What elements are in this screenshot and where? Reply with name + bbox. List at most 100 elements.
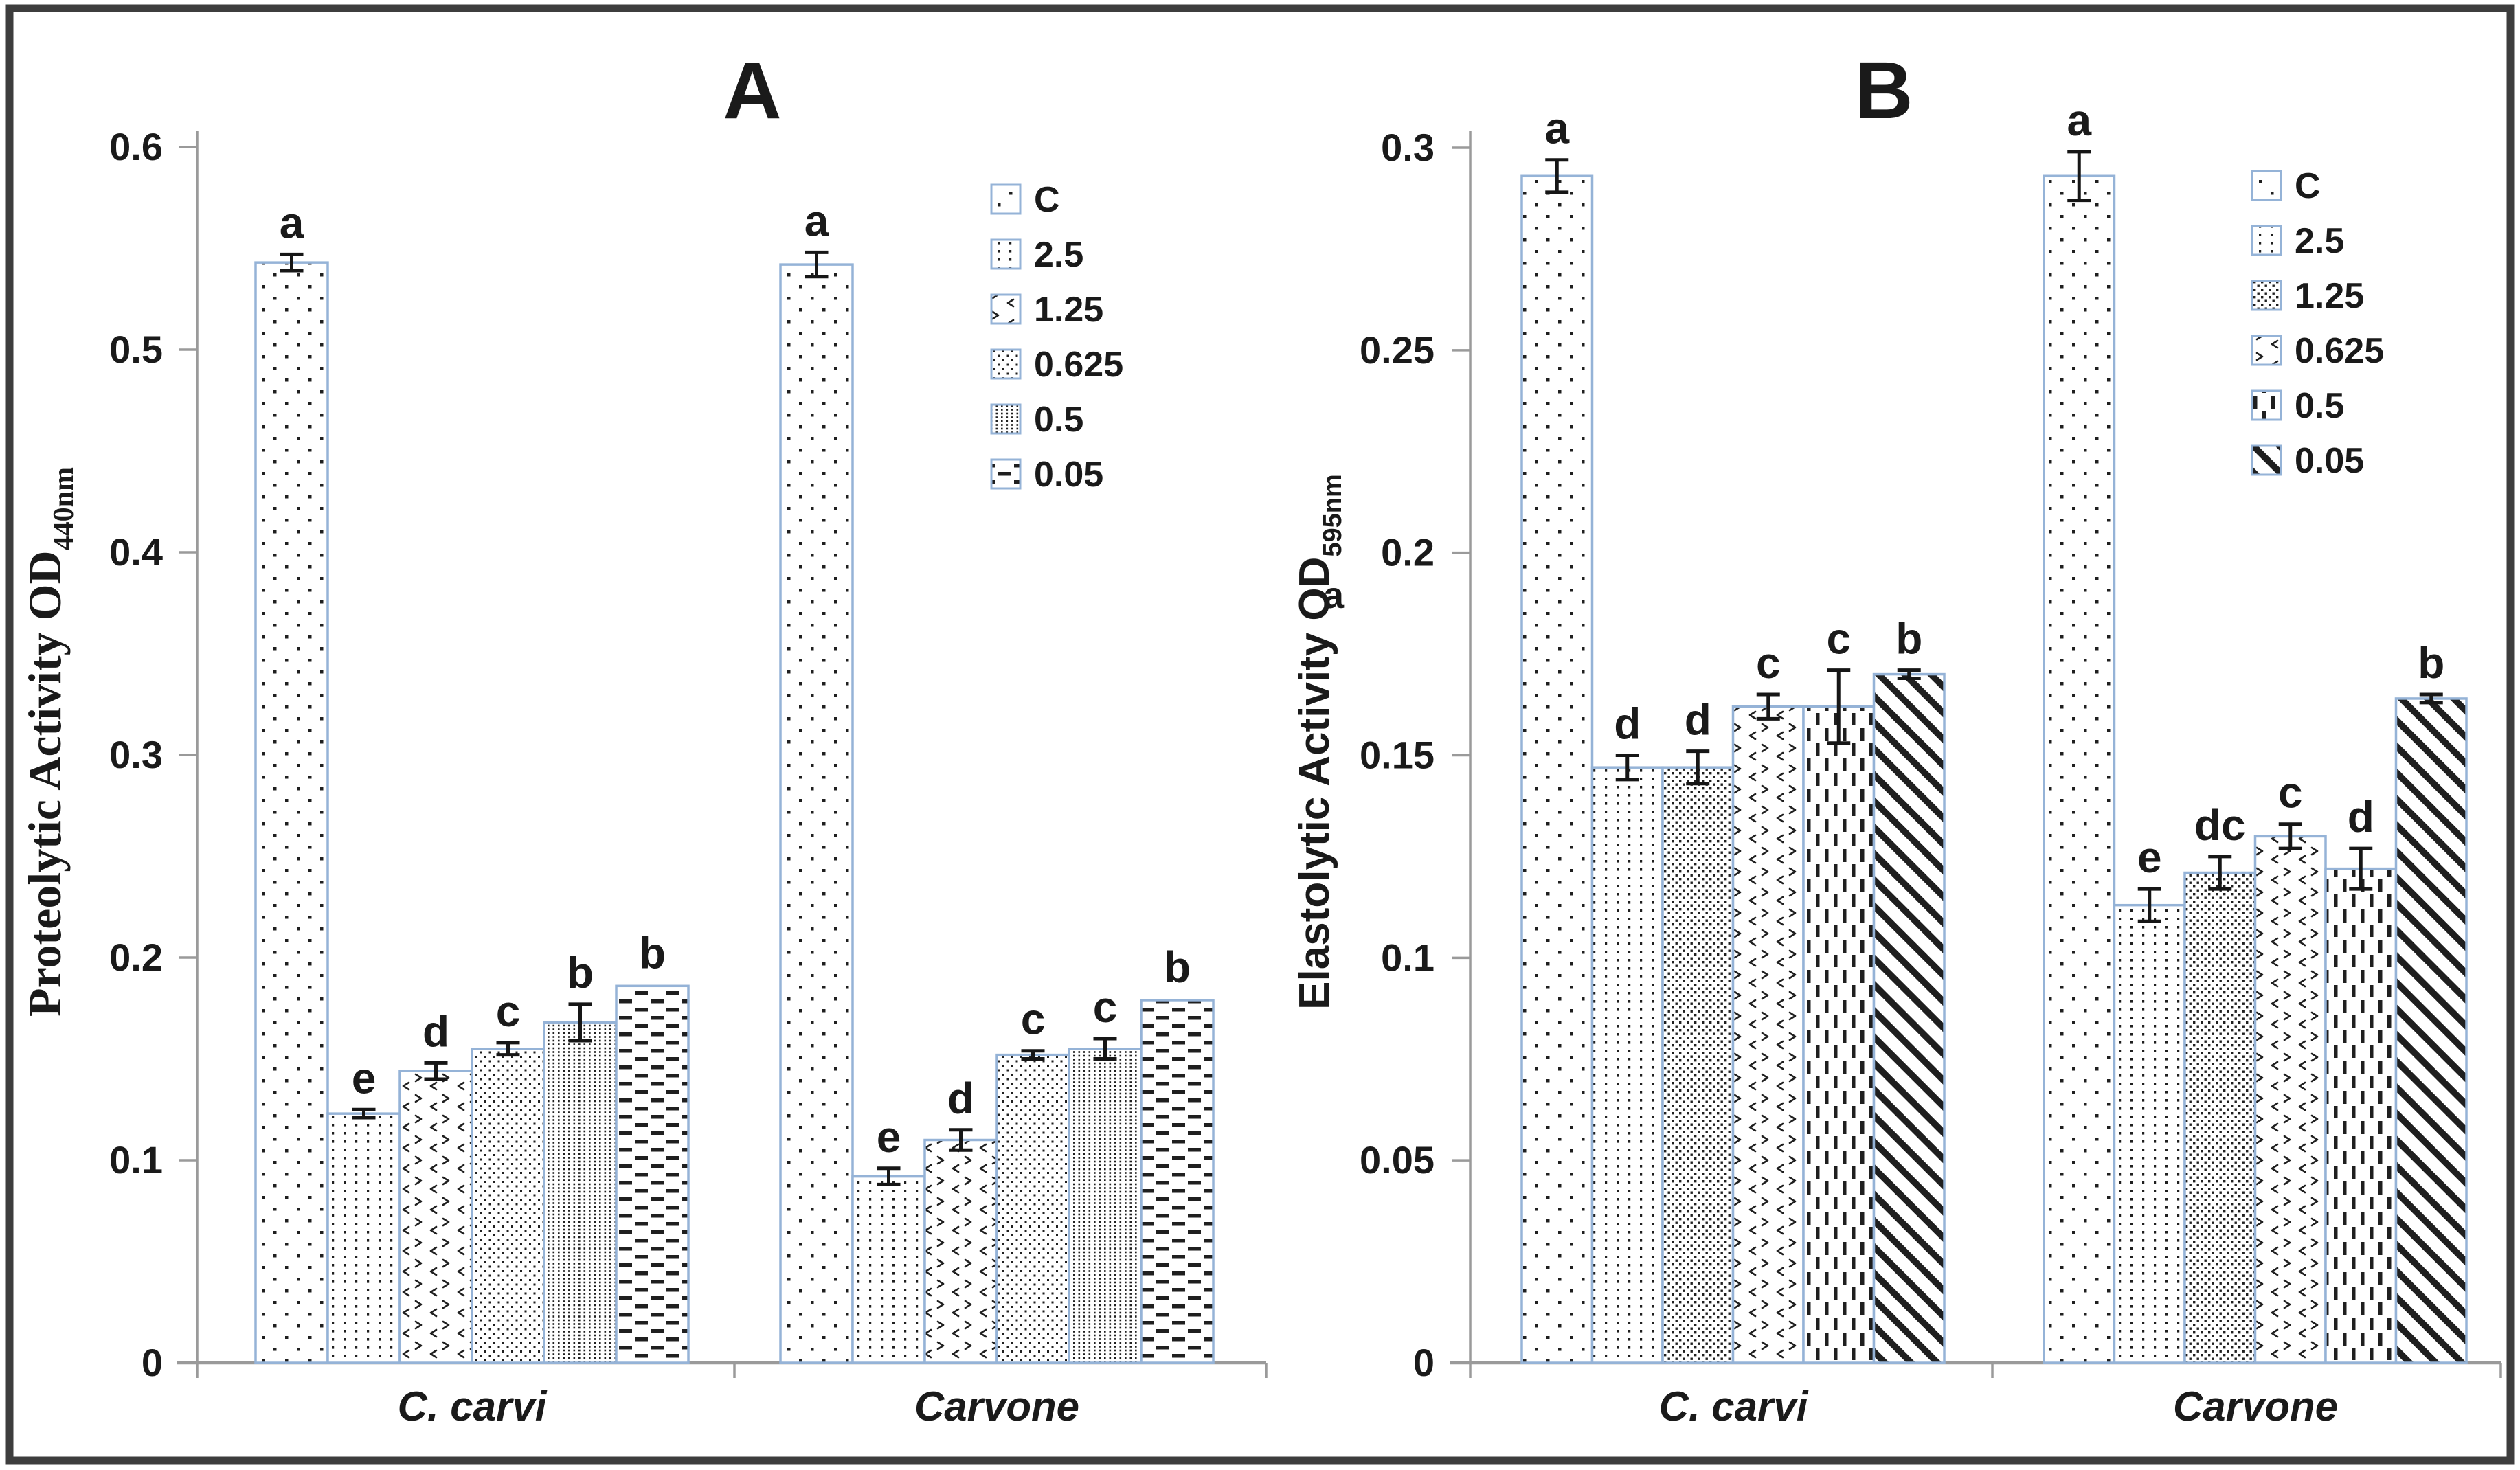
legend-swatch-column-dots [2251, 225, 2282, 256]
category-label-Carvone: Carvone [914, 1383, 1079, 1429]
category-label-Carvone: Carvone [2173, 1383, 2338, 1429]
y-tick-label: 0.3 [1381, 126, 1435, 169]
y-tick-label: 0.25 [1360, 328, 1435, 372]
legend-item: 0.5 [990, 400, 1083, 440]
significance-letter: c [1826, 614, 1851, 664]
legend-item: 2.5 [2251, 221, 2344, 261]
significance-letter: c [496, 986, 521, 1036]
legend-swatch-column-dots [990, 238, 1022, 270]
chart-title-B: B [1854, 45, 1913, 136]
significance-letter: e [2137, 833, 2162, 882]
significance-letter: d [1614, 699, 1641, 749]
legend-item: 0.05 [990, 455, 1103, 495]
bar-B-Carvone-2.5 [2113, 903, 2186, 1364]
bar-A-C-carvi-0.05 [615, 984, 690, 1364]
significance-letter: b [1895, 614, 1922, 664]
bar-B-C-carvi-0.625 [1731, 705, 1805, 1364]
bar-A-C-carvi-2.5 [326, 1112, 401, 1364]
legend-item: 1.25 [990, 290, 1103, 330]
bar-A-C-carvi-C [254, 261, 329, 1364]
y-tick-label: 0.05 [1360, 1138, 1435, 1181]
significance-letter: a [280, 198, 304, 247]
legend-swatch-fine-checker-dots [2251, 280, 2282, 311]
y-tick-label: 0.4 [109, 530, 163, 574]
legend-swatch-vertical-dashes [2251, 389, 2282, 421]
legend-label: 0.05 [2295, 441, 2364, 481]
legend-label: 0.625 [1034, 345, 1123, 385]
bar-A-C-carvi-0.5 [543, 1021, 618, 1364]
y-tick-label: 0.5 [109, 328, 163, 371]
legend-item: 0.05 [2251, 441, 2364, 481]
bar-B-C-carvi-0.5 [1802, 705, 1876, 1364]
legend-item: C [990, 180, 1060, 220]
bar-B-Carvone-0.625 [2253, 835, 2327, 1364]
significance-letter: c [2278, 768, 2303, 817]
significance-letter: c [1093, 982, 1118, 1032]
legend-label: 0.625 [2295, 331, 2384, 371]
significance-letter: c [1756, 638, 1781, 688]
bar-A-Carvone-0.05 [1140, 999, 1215, 1364]
legend-item: 1.25 [2251, 276, 2364, 316]
legend-label: 2.5 [2295, 221, 2344, 261]
significance-letter: a [2067, 95, 2091, 145]
bar-B-C-carvi-1.25 [1661, 766, 1735, 1364]
chart-A: A 0 0.1 0.2 0.3 0.4 0.5 0.6 Proteolytic Activity… [19, 45, 1268, 1429]
legend-swatch-horizontal-dashes [990, 458, 1022, 490]
y-axis-title: Proteolytic Activity OD440nm [19, 467, 80, 1017]
significance-letter: dc [2194, 800, 2246, 850]
legend-label: C [1034, 180, 1060, 220]
bar-A-C-carvi-1.25 [398, 1070, 473, 1364]
legend-item: 0.625 [990, 345, 1123, 385]
chart-B: B 0 0.05 0.1 0.15 0.2 0.25 0.3 Elastolytic Activ… [1291, 45, 2502, 1429]
bar-A-Carvone-0.625 [995, 1053, 1070, 1364]
legend-label: 2.5 [1034, 235, 1083, 275]
bar-A-Carvone-1.25 [923, 1138, 998, 1364]
y-tick-label: 0 [142, 1341, 163, 1384]
significance-letter: d [1685, 695, 1711, 745]
legend-item: 0.5 [2251, 386, 2344, 426]
bar-B-C-carvi-0.05 [1872, 672, 1946, 1364]
y-tick-label: 0.1 [109, 1138, 163, 1181]
bar-B-Carvone-C [2043, 174, 2116, 1364]
legend-swatch-sparse-dots [2251, 170, 2282, 201]
legend-swatch-sparse-dots [990, 183, 1022, 215]
significance-letter: d [423, 1006, 449, 1056]
category-label-C-carvi: C. carvi [1659, 1383, 1809, 1429]
category-label-C-carvi: C. carvi [398, 1383, 548, 1429]
bar-B-Carvone-0.05 [2394, 697, 2468, 1364]
legend-item: 2.5 [990, 235, 1083, 275]
legend-swatch-dense-column-dots [990, 403, 1022, 435]
legend-item: C [2251, 166, 2321, 206]
legend-item: 0.625 [2251, 331, 2384, 371]
bar-A-C-carvi-0.625 [471, 1048, 545, 1364]
bar-B-Carvone-0.5 [2324, 867, 2398, 1364]
y-tick-label: 0.6 [109, 125, 163, 168]
y-tick-label: 0.2 [1381, 531, 1435, 574]
legend-swatch-diag-stripes [2251, 444, 2282, 476]
bar-B-C-carvi-C [1520, 174, 1594, 1364]
figure-border [5, 4, 2515, 1465]
chart-title-A: A [723, 45, 781, 136]
legend-swatch-chevrons [2251, 335, 2282, 366]
y-tick-label: 0.15 [1360, 734, 1435, 777]
significance-letter: b [2418, 638, 2444, 688]
significance-letter: e [352, 1053, 376, 1102]
y-tick-label: 0 [1413, 1341, 1435, 1384]
significance-letter: e [877, 1112, 901, 1162]
y-tick-label: 0.2 [109, 936, 163, 979]
significance-letter: d [947, 1074, 974, 1123]
significance-letter: b [1164, 942, 1191, 992]
legend-label: 0.05 [1034, 455, 1103, 495]
stray-letter: a [1323, 575, 1345, 616]
legend-label: 0.5 [2295, 386, 2344, 426]
y-tick-label: 0.3 [109, 733, 163, 776]
y-axis-title: Elastolytic Activity OD595nm [1291, 474, 1347, 1010]
legend-swatch-chevrons [990, 293, 1022, 325]
legend-label: 1.25 [1034, 290, 1103, 330]
legend-label: 0.5 [1034, 400, 1083, 440]
bar-A-Carvone-0.5 [1068, 1048, 1143, 1364]
bar-B-Carvone-1.25 [2183, 871, 2257, 1364]
significance-letter: c [1021, 995, 1046, 1044]
